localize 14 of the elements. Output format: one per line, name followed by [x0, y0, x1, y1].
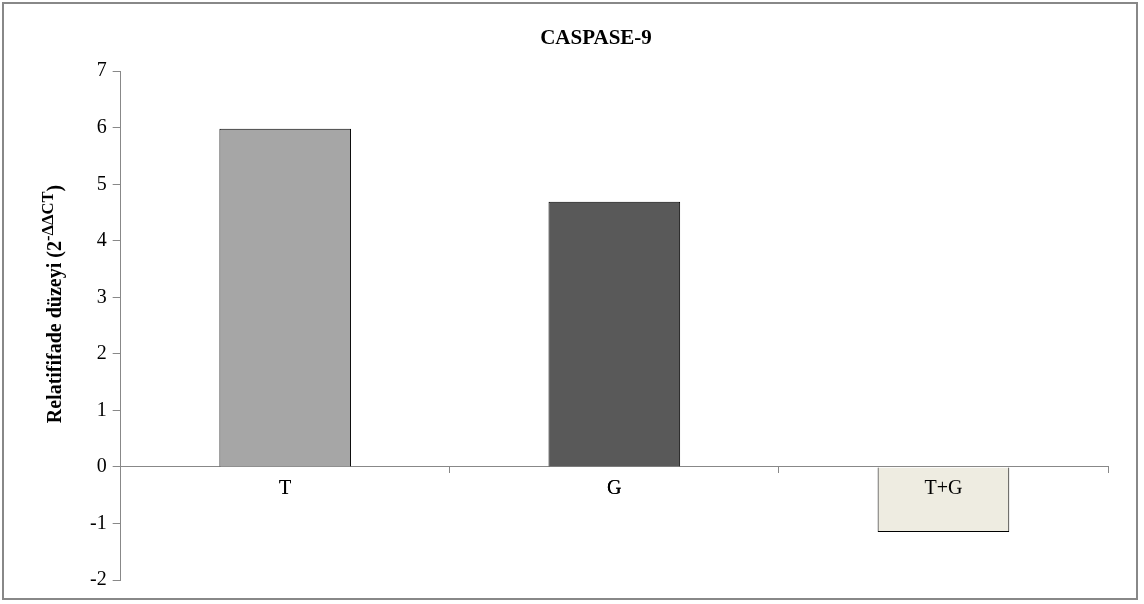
x-tick-label: T — [279, 476, 292, 499]
x-tick-label: T+G — [924, 476, 963, 499]
y-tick-label: 2 — [96, 341, 107, 364]
y-tick-label: 5 — [96, 171, 107, 194]
y-tick-label: -1 — [89, 510, 107, 533]
chart-title: CASPASE-9 — [540, 25, 652, 50]
y-tick-label: 7 — [96, 58, 107, 81]
y-tick-label: 3 — [96, 284, 107, 307]
y-tick-label: 6 — [96, 114, 107, 137]
y-tick-label: 1 — [96, 397, 107, 420]
y-tick-label: 4 — [96, 228, 107, 251]
x-tick-label: G — [607, 476, 622, 499]
y-tick-label: 0 — [96, 454, 107, 477]
y-tick-label: -2 — [89, 567, 107, 590]
